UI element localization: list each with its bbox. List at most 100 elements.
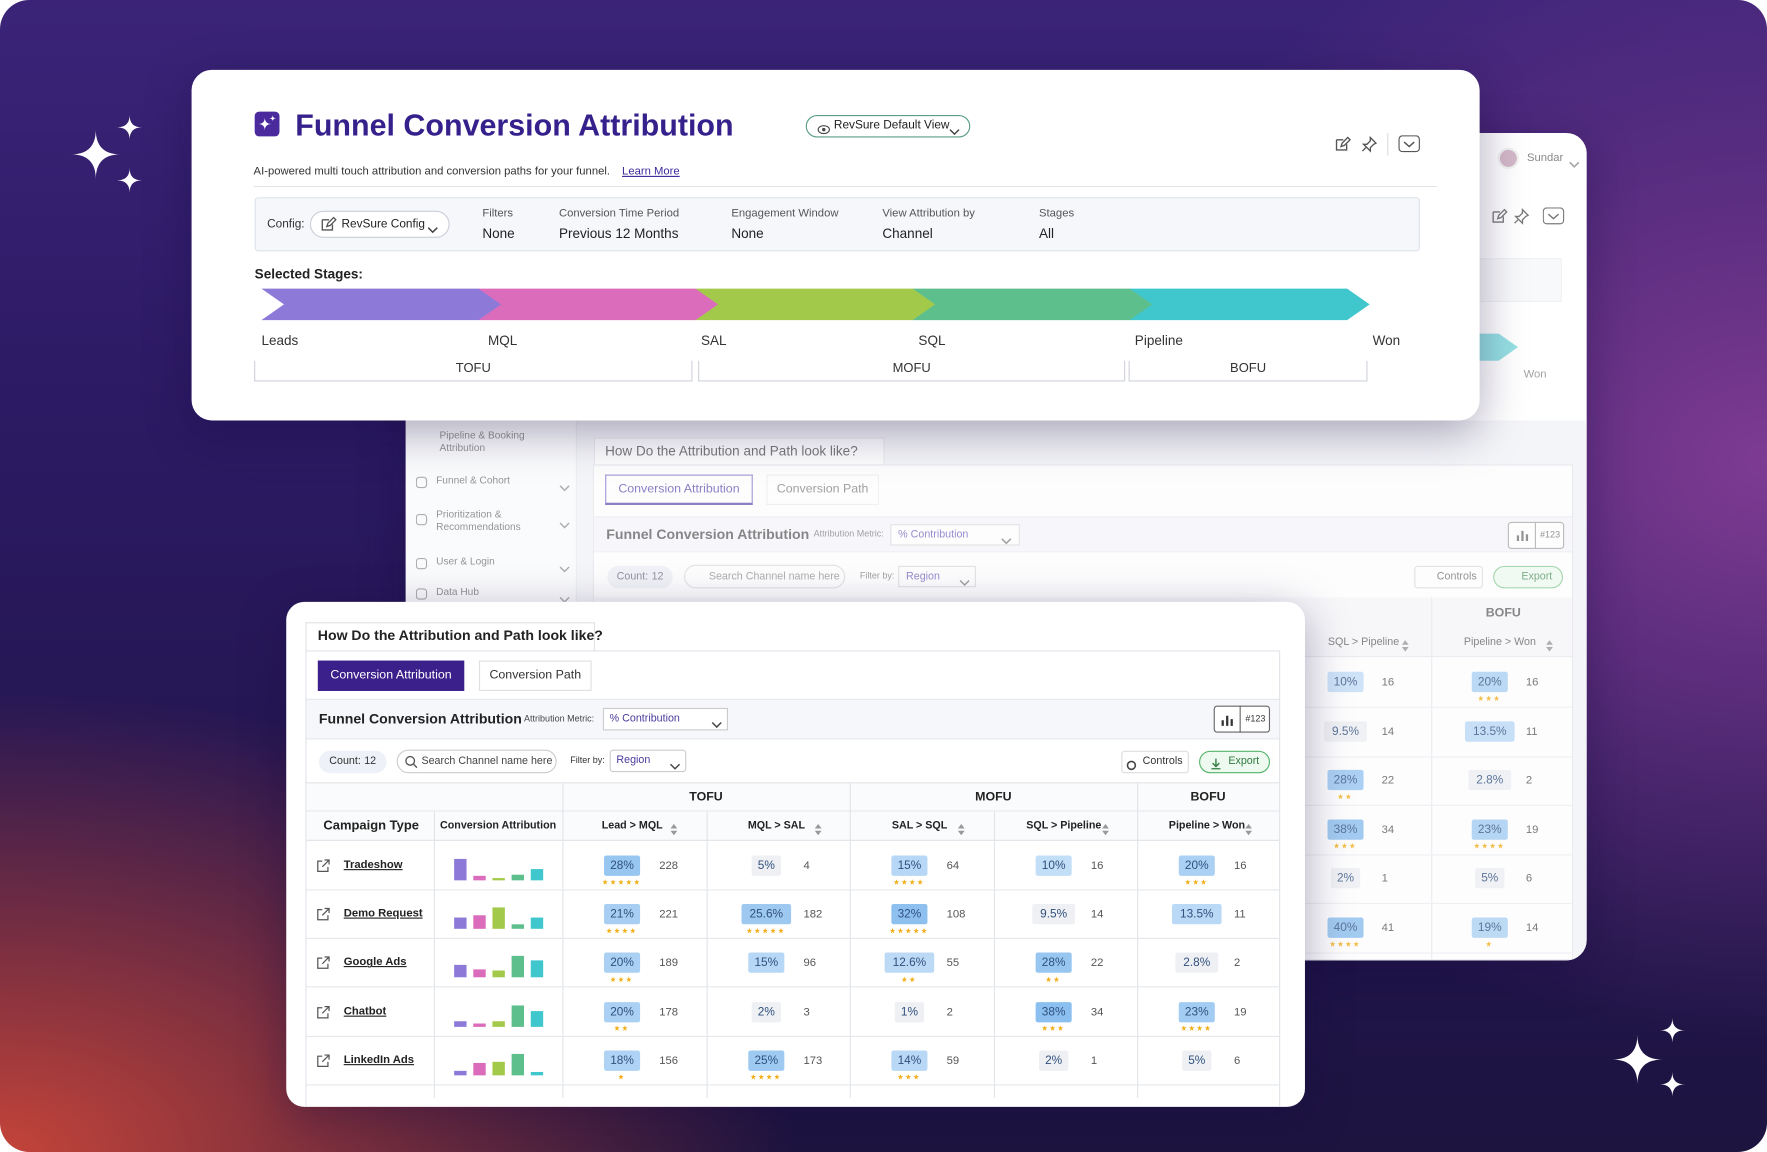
icon-part [917, 879, 923, 885]
icon-part [405, 755, 416, 766]
icon-part [1221, 715, 1233, 726]
sidebar-item[interactable]: User & Login [436, 555, 495, 567]
icon-part [822, 127, 826, 132]
chevron-icon [559, 559, 570, 573]
chevron-icon [559, 515, 570, 529]
question-tab [593, 437, 885, 466]
table-group-row [306, 782, 1280, 812]
top-card: Funnel Conversion Attribution RevSure Def… [191, 69, 1480, 421]
star-rating [750, 1073, 783, 1081]
tab[interactable]: Conversion Path [766, 474, 879, 505]
config-label: Config: [267, 217, 305, 232]
controls-button[interactable]: Controls [1414, 565, 1484, 589]
count-label: Count: [329, 755, 361, 768]
section-title: Funnel Conversion Attribution [606, 526, 810, 543]
percent-cell: 9.5% [1032, 904, 1076, 925]
attribution-bar [454, 1070, 467, 1076]
star-rating [893, 879, 926, 886]
filter-dropdown[interactable]: Region [609, 749, 687, 773]
edit-icon [1333, 135, 1351, 153]
sidebar-item[interactable]: Funnel & Cohort [436, 474, 510, 486]
percent-cell: 5% [1182, 1050, 1212, 1071]
icon-part [1361, 135, 1378, 153]
count-pill: Count: 12 [607, 565, 673, 589]
view-selector[interactable]: RevSure Default View [805, 114, 971, 138]
icon-part [622, 1025, 628, 1031]
campaign-name[interactable]: Tradeshow [343, 858, 403, 872]
icon-part [618, 1073, 624, 1080]
attribution-bar [454, 965, 467, 978]
filter-label: Conversion Time Period [558, 207, 680, 220]
filter-label: Stages [1039, 207, 1075, 220]
sidebar-item[interactable]: Pipeline & Booking Attribution [439, 429, 525, 454]
controls-button[interactable]: Controls [1121, 750, 1189, 774]
search-box[interactable]: Search Channel name here [684, 564, 846, 589]
edit-icon [1490, 207, 1508, 225]
count-cell: 14 [1381, 725, 1395, 738]
sparkle [117, 167, 142, 193]
campaign-name[interactable]: Chatbot [343, 1005, 387, 1018]
tab-active[interactable]: Conversion Attribution [317, 660, 465, 691]
question: How Do the Attribution and Path look lik… [317, 627, 603, 644]
campaign-name[interactable]: LinkedIn Ads [343, 1053, 415, 1067]
column-header: SQL > Pipeline [1026, 819, 1102, 832]
tab[interactable]: Conversion Path [478, 660, 592, 691]
filter-dropdown[interactable]: Region [898, 565, 976, 588]
metric-label: Attribution Metric: [524, 713, 595, 724]
sidebar-item[interactable]: Prioritization & Recommendations [436, 508, 521, 533]
attribution-bar [492, 1061, 505, 1076]
title: Funnel Conversion Attribution [295, 108, 734, 143]
icon-part [901, 879, 908, 885]
count-cell: 108 [946, 908, 966, 922]
icon-part [606, 927, 612, 934]
group-bracket [698, 360, 1126, 382]
row-divider [306, 1035, 1280, 1037]
attribution-bar [511, 956, 525, 978]
learn-more-link[interactable]: Learn More [622, 165, 680, 179]
metric-dropdown[interactable]: % Contribution [890, 524, 1020, 546]
metric-dropdown[interactable]: % Contribution [602, 707, 728, 731]
search-box[interactable]: Search Channel name here [396, 749, 557, 774]
star-rating [614, 1025, 630, 1032]
stage-label: Won [1523, 368, 1547, 381]
column-header: SAL > SQL [891, 819, 948, 832]
attribution-bar [511, 1053, 525, 1076]
percent-cell: 10% [1327, 671, 1364, 693]
export-button[interactable]: Export [1199, 750, 1271, 774]
star-rating [610, 976, 634, 984]
filter-label: Filter by: [859, 570, 895, 581]
icon-part [817, 125, 830, 135]
count-cell: 189 [659, 957, 679, 970]
row-divider [1304, 706, 1574, 708]
sidebar-item[interactable]: Data Hub [436, 586, 479, 598]
percent-cell: 2% [1330, 868, 1361, 889]
expand-icon [1542, 207, 1566, 225]
star-rating [901, 976, 918, 984]
question-tab [305, 622, 596, 652]
external-link-icon [317, 906, 331, 921]
column-divider [433, 811, 435, 1098]
stage-arrow [261, 288, 502, 321]
title-icon [254, 111, 280, 137]
avatar [1497, 147, 1520, 170]
icon-part [1102, 823, 1109, 836]
count-cell: 2 [1233, 957, 1241, 970]
icon-part [559, 485, 570, 492]
edit-icon [319, 215, 337, 233]
campaign-name[interactable]: Google Ads [343, 956, 407, 969]
sparkle [117, 114, 142, 140]
config-dropdown[interactable]: RevSure Config [309, 210, 450, 238]
percent-cell: 28% [1035, 952, 1072, 974]
chart-badge[interactable]: #123 [1534, 521, 1564, 549]
icon-part [949, 129, 960, 136]
stage-label: SQL [918, 332, 946, 349]
campaign-name[interactable]: Demo Request [343, 907, 423, 921]
chart-badge[interactable]: #123 [1239, 705, 1270, 733]
sparkle-group [70, 114, 1685, 1097]
icon-part [317, 908, 330, 921]
export-button[interactable]: Export [1493, 565, 1564, 589]
tab-active[interactable]: Conversion Attribution [605, 474, 753, 505]
eye-icon [817, 121, 831, 135]
icon-part [897, 1073, 904, 1080]
